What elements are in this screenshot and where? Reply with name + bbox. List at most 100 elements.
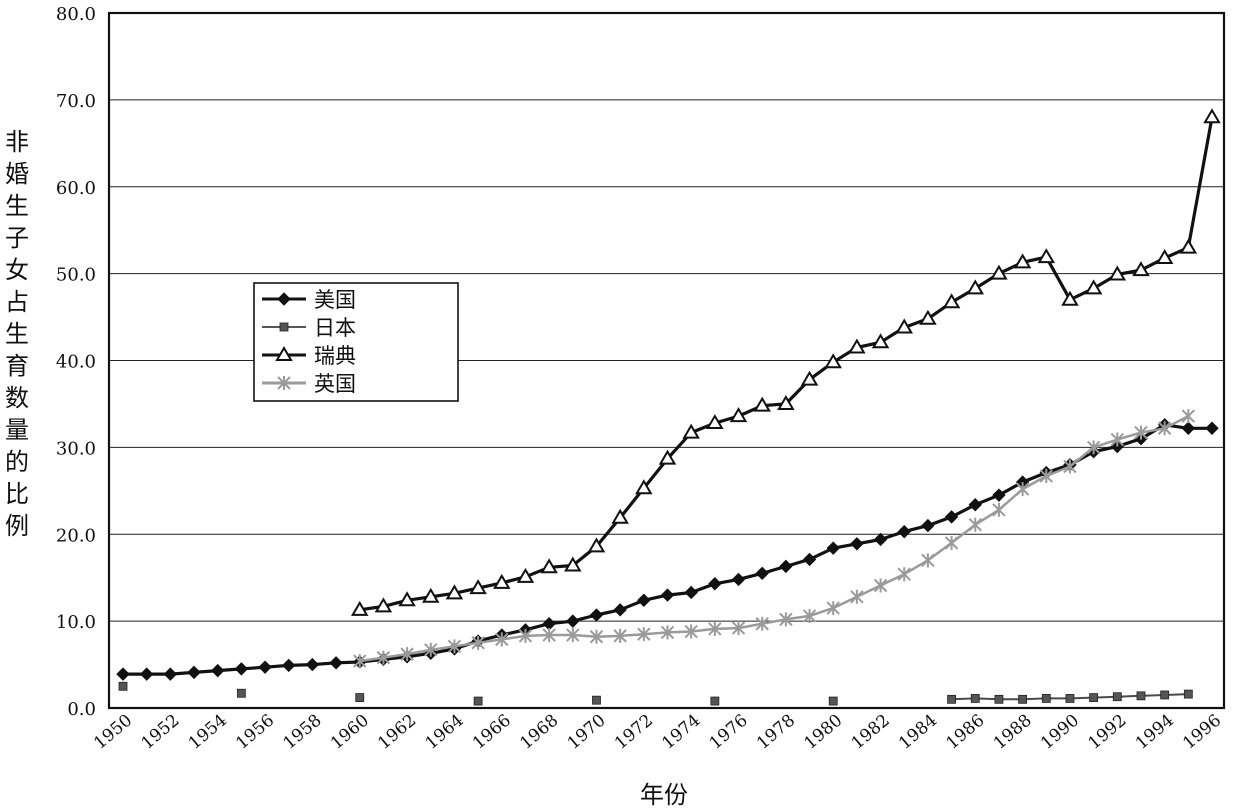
data-point (826, 601, 840, 616)
x-tick-label: 1990 (1037, 711, 1083, 754)
data-point (708, 621, 722, 636)
y-tick-label: 50.0 (56, 265, 96, 286)
data-point (1160, 690, 1170, 700)
y-tick-label: 70.0 (56, 91, 96, 112)
data-point (564, 556, 582, 572)
series-1 (118, 681, 1193, 706)
data-point (777, 394, 795, 410)
y-axis-title-char: 比 (5, 480, 29, 508)
data-point (710, 696, 720, 706)
data-point (566, 614, 580, 628)
data-point (753, 396, 771, 412)
x-tick-label: 1986 (942, 711, 988, 754)
data-point (800, 370, 819, 386)
data-point (660, 625, 675, 640)
series-line (359, 117, 1214, 612)
legend-item: 美国 (262, 288, 356, 312)
legend-box (253, 282, 459, 402)
data-point (921, 553, 935, 568)
data-point (495, 632, 509, 647)
data-point (376, 650, 391, 665)
x-axis-title: 年份 (640, 781, 688, 809)
data-point (305, 657, 320, 672)
data-point (400, 647, 414, 662)
data-point (897, 567, 911, 582)
y-axis-title-char: 数 (5, 384, 29, 412)
x-tick-label: 1956 (232, 711, 278, 754)
data-point (947, 694, 956, 704)
y-axis-title-char: 占 (5, 288, 29, 316)
data-point (518, 628, 533, 643)
plot-area-frame (107, 11, 1226, 710)
legend-label: 日本 (314, 316, 356, 340)
y-axis-title-char: 婚 (5, 160, 29, 188)
data-point (1157, 421, 1172, 436)
data-point (469, 579, 487, 595)
data-point (234, 662, 249, 676)
y-tick-label: 0.0 (67, 699, 96, 720)
y-tick-label: 20.0 (56, 525, 96, 546)
y-axis-title-char: 非 (5, 128, 29, 156)
data-point (848, 338, 866, 354)
data-point (682, 423, 700, 439)
data-point (731, 572, 746, 587)
data-point (275, 346, 293, 361)
data-point (850, 537, 864, 551)
data-point (1179, 238, 1198, 254)
x-tick-label: 1996 (1179, 711, 1225, 754)
data-point (592, 695, 601, 705)
data-point (970, 694, 980, 703)
data-point (684, 585, 698, 600)
data-point (635, 479, 653, 495)
data-point (1108, 265, 1127, 281)
data-point (1039, 469, 1053, 484)
data-point (921, 518, 935, 533)
data-point (611, 508, 629, 524)
x-tick-label: 1980 (800, 711, 846, 754)
x-tick-label: 1982 (848, 711, 894, 754)
data-point (944, 535, 959, 550)
data-point (613, 628, 627, 643)
data-point (424, 642, 438, 657)
data-point (566, 628, 580, 643)
data-point (1013, 253, 1032, 269)
data-point (398, 591, 416, 607)
x-tick-label: 1992 (1085, 711, 1131, 754)
data-point (658, 449, 677, 465)
data-point (826, 541, 840, 555)
data-point (1136, 691, 1146, 701)
series-3 (353, 409, 1196, 669)
data-point (1084, 279, 1103, 295)
x-tick-label: 1972 (611, 711, 657, 754)
data-point (374, 597, 393, 613)
data-point (731, 621, 746, 636)
data-point (282, 658, 296, 673)
y-tick-label: 10.0 (56, 612, 96, 633)
data-point (1203, 108, 1221, 124)
x-tick-label: 1960 (327, 711, 373, 754)
data-point (355, 693, 365, 702)
data-point (493, 573, 511, 589)
data-point (277, 376, 291, 390)
data-point (871, 333, 890, 349)
data-point (210, 663, 225, 678)
data-point (1063, 459, 1077, 474)
data-point (944, 510, 959, 524)
x-tick-label: 1974 (658, 711, 704, 754)
data-point (1112, 692, 1122, 702)
y-axis-title-char: 生 (5, 320, 29, 348)
data-point (116, 667, 130, 681)
y-axis-title-char: 女 (5, 256, 29, 284)
data-point (1110, 432, 1125, 447)
data-point (1037, 248, 1056, 264)
series-2 (350, 108, 1221, 616)
x-tick-label: 1978 (753, 711, 799, 754)
data-point (1205, 421, 1219, 435)
data-point (1155, 249, 1174, 264)
y-tick-label: 60.0 (56, 178, 96, 199)
data-point (589, 629, 604, 644)
y-axis-title-char: 生 (5, 192, 29, 220)
series-layer (116, 108, 1221, 706)
